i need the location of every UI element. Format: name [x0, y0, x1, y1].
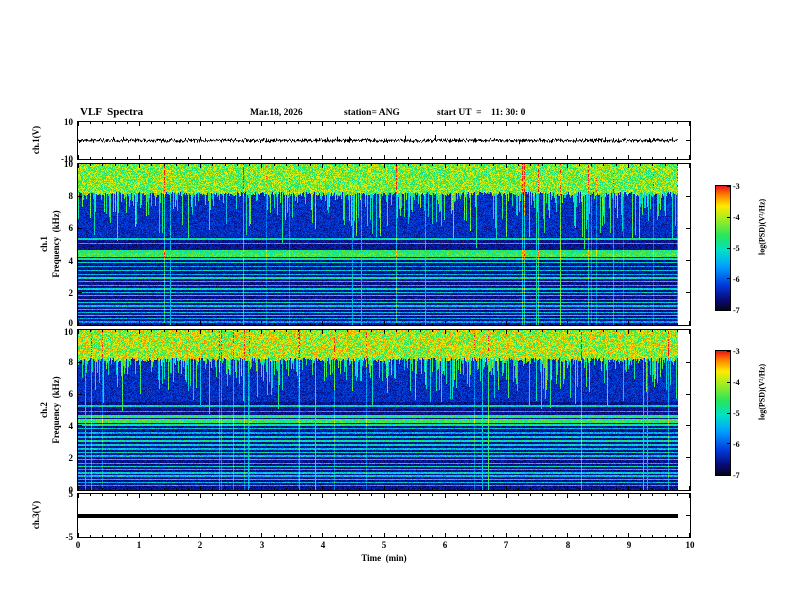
colorbar-tick-label: -6	[733, 275, 740, 284]
time-axis-label: Time (min)	[361, 553, 407, 563]
y-tick-label: -10	[61, 154, 73, 164]
y-tick-label: 5	[68, 489, 74, 499]
ch2-channel-label: ch.2	[39, 402, 49, 418]
ch1-channel-label: ch.1	[39, 236, 49, 252]
y-tick-label: 4	[68, 421, 74, 431]
station-label: station= ANG	[344, 108, 400, 118]
start-ut-label: start UT = 11: 30: 0	[437, 108, 526, 118]
x-tick-label: 10	[685, 540, 695, 550]
colorbar-tick-label: -5	[733, 409, 740, 418]
y-tick-label: 8	[68, 191, 74, 201]
ch1-voltage-panel	[77, 121, 691, 160]
y-tick-label: 2	[68, 453, 74, 463]
x-tick-label: 4	[320, 540, 326, 550]
ch3-voltage-panel	[77, 493, 691, 538]
ch1-voltage-axis-label: ch.1(V)	[31, 125, 41, 155]
y-tick-label: 10	[64, 159, 73, 169]
y-tick-label: 2	[68, 288, 74, 298]
x-tick-label: 9	[626, 540, 632, 550]
ch2-spectrogram	[77, 329, 691, 491]
colorbar-tick-label: -6	[733, 440, 740, 449]
y-tick-label: -5	[65, 532, 74, 542]
x-tick-label: 7	[503, 540, 509, 550]
ch2-frequency-axis-label: Frequency (kHz)	[51, 376, 61, 444]
colorbar-tick-label: -5	[733, 244, 740, 253]
colorbar-tick-label: -4	[733, 378, 740, 387]
y-tick-label: 10	[64, 327, 73, 337]
colorbar-1	[715, 185, 731, 311]
x-tick-label: 0	[75, 540, 81, 550]
colorbar-tick-label: -3	[733, 347, 740, 356]
x-tick-label: 1	[136, 540, 142, 550]
page-title: VLF Spectra	[80, 106, 144, 118]
ch3-voltage-axis-label: ch.3(V)	[31, 500, 41, 530]
colorbar-2	[715, 350, 731, 476]
y-tick-label: 6	[68, 223, 74, 233]
colorbar-1-axis-label: log(PSD)(V²/Hz)	[757, 198, 767, 255]
y-tick-label: 0	[68, 318, 74, 328]
x-tick-label: 3	[259, 540, 265, 550]
date-label: Mar.18, 2026	[250, 108, 303, 118]
x-tick-label: 2	[197, 540, 203, 550]
y-tick-label: 4	[68, 256, 74, 266]
x-tick-label: 8	[565, 540, 571, 550]
y-tick-label: 8	[68, 357, 74, 367]
y-tick-label: 10	[64, 117, 73, 127]
colorbar-tick-label: -7	[733, 471, 740, 480]
colorbar-tick-label: -4	[733, 213, 740, 222]
x-tick-label: 6	[442, 540, 448, 550]
y-tick-label: 6	[68, 389, 74, 399]
colorbar-tick-label: -7	[733, 306, 740, 315]
y-tick-label: 0	[68, 485, 74, 495]
ch1-frequency-axis-label: Frequency (kHz)	[51, 210, 61, 278]
colorbar-2-axis-label: log(PSD)(V²/Hz)	[757, 363, 767, 420]
ch1-spectrogram	[77, 163, 691, 326]
x-tick-label: 5	[381, 540, 387, 550]
colorbar-tick-label: -3	[733, 182, 740, 191]
